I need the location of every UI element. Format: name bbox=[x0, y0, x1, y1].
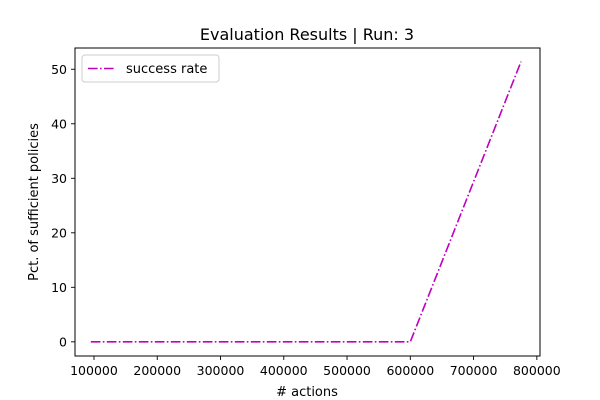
x-tick-label: 700000 bbox=[450, 363, 498, 378]
legend-box bbox=[81, 54, 220, 83]
x-tick-label: 500000 bbox=[323, 363, 371, 378]
y-axis-ticks: 0 10 20 30 40 50 bbox=[51, 62, 75, 349]
series-layer bbox=[90, 61, 522, 343]
x-tick-label: 600000 bbox=[386, 363, 434, 378]
x-tick-label: 400000 bbox=[260, 363, 308, 378]
axes-frame bbox=[74, 47, 541, 357]
y-tick-label: 50 bbox=[51, 62, 67, 77]
y-tick-label: 30 bbox=[51, 171, 67, 186]
y-tick-label: 20 bbox=[51, 225, 67, 240]
legend-label-success-rate: success rate bbox=[126, 62, 207, 77]
y-axis-label: Pct. of sufficient policies bbox=[27, 123, 42, 281]
y-tick-label: 10 bbox=[51, 280, 67, 295]
x-tick-label: 800000 bbox=[513, 363, 561, 378]
series-line-success-rate bbox=[90, 61, 522, 343]
y-tick-label: 40 bbox=[51, 116, 67, 131]
x-axis-label: # actions bbox=[276, 385, 338, 400]
x-tick-label: 100000 bbox=[70, 363, 118, 378]
y-tick-label: 0 bbox=[59, 334, 67, 349]
legend: success rate bbox=[81, 54, 220, 83]
x-axis-ticks: 100000 200000 300000 400000 500000 600000 7000… bbox=[70, 356, 561, 378]
chart-title: Evaluation Results | Run: 3 bbox=[200, 25, 414, 44]
x-tick-label: 300000 bbox=[197, 363, 245, 378]
plot-area bbox=[74, 47, 541, 357]
x-tick-label: 200000 bbox=[133, 363, 181, 378]
